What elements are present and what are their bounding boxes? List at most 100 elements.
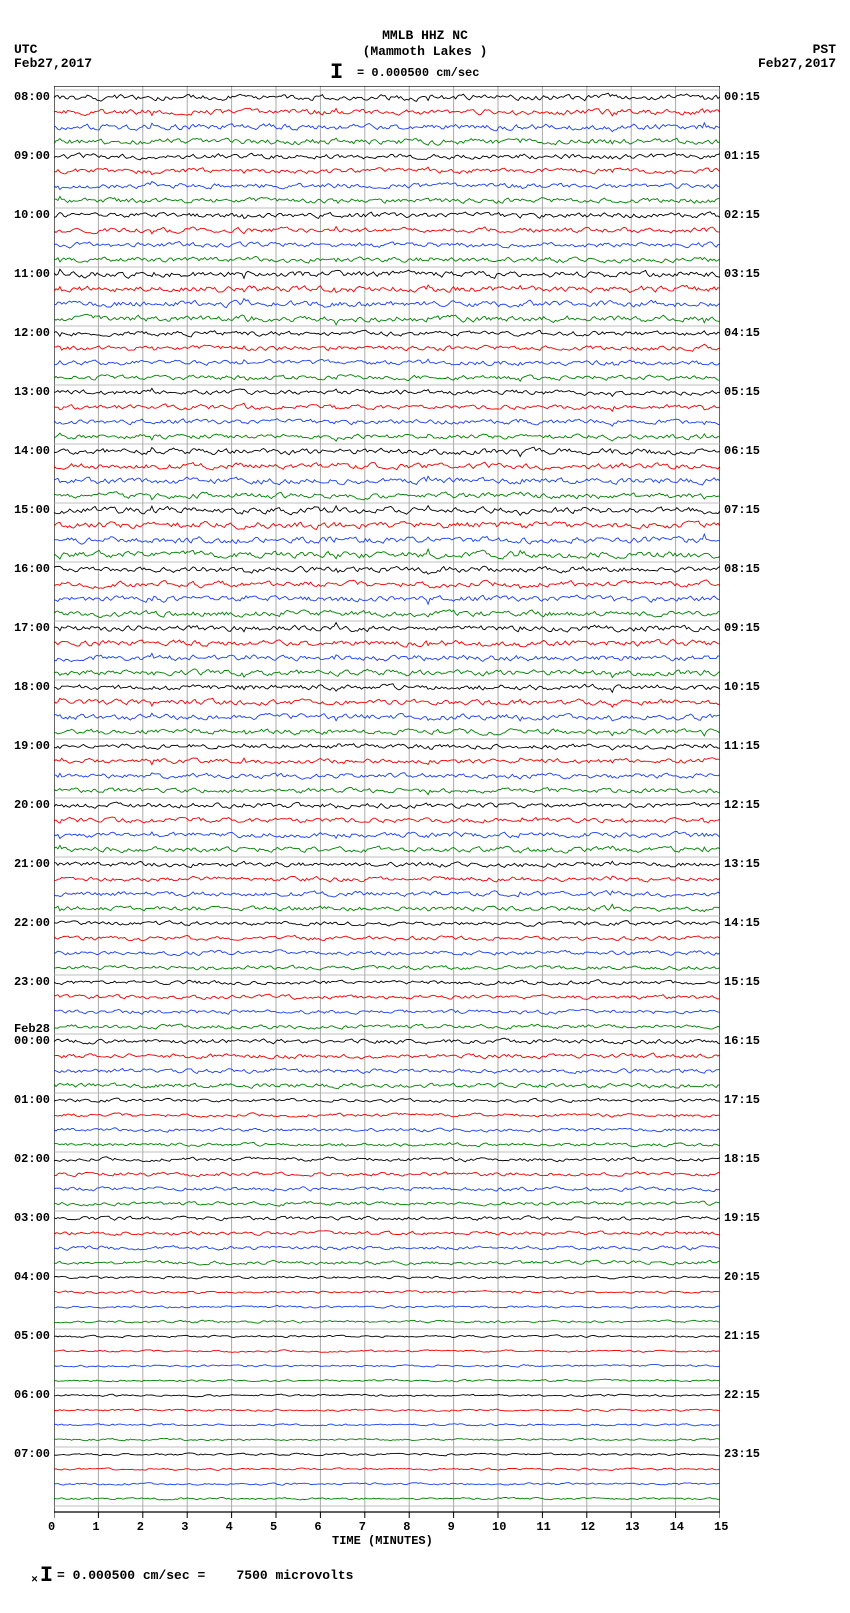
trace (54, 623, 720, 632)
left-hour-label: 04:00 (14, 1271, 50, 1283)
footer-scale-text: = 0.000500 cm/sec = 7500 microvolts (57, 1568, 353, 1583)
header-right-date: Feb27,2017 (758, 56, 836, 71)
trace (54, 285, 720, 293)
trace (54, 1260, 720, 1265)
trace (54, 1068, 720, 1073)
trace (54, 476, 720, 485)
trace (54, 817, 720, 823)
x-tick-label: 2 (137, 1520, 144, 1534)
trace (54, 123, 720, 132)
left-hour-label: 23:00 (14, 976, 50, 988)
trace (54, 492, 720, 500)
left-hour-label: 20:00 (14, 799, 50, 811)
x-tick-label: 0 (48, 1520, 55, 1534)
trace (54, 419, 720, 426)
x-tick-label: 6 (314, 1520, 321, 1534)
header-right-tz: PST (813, 42, 836, 57)
trace (54, 904, 720, 911)
trace (54, 1424, 720, 1426)
trace (54, 196, 720, 203)
left-hour-label: 11:00 (14, 268, 50, 280)
right-hour-label: 17:15 (724, 1094, 760, 1106)
trace (54, 965, 720, 970)
trace (54, 802, 720, 809)
left-hour-label: 01:00 (14, 1094, 50, 1106)
left-hour-text: 00:00 (14, 1035, 50, 1047)
left-hour-label: 10:00 (14, 209, 50, 221)
footer-scale-bar: I (40, 1563, 53, 1588)
left-hour-label: 18:00 (14, 681, 50, 693)
trace (54, 669, 720, 678)
right-hour-label: 10:15 (724, 681, 760, 693)
x-tick-label: 8 (403, 1520, 410, 1534)
right-hour-label: 00:15 (724, 91, 760, 103)
trace (54, 994, 720, 999)
trace (54, 713, 720, 721)
trace (54, 388, 720, 396)
right-hour-label: 14:15 (724, 917, 760, 929)
header-left-tz: UTC (14, 42, 37, 57)
right-hour-label: 02:15 (724, 209, 760, 221)
right-hour-label: 21:15 (724, 1330, 760, 1342)
x-tick-label: 15 (714, 1520, 728, 1534)
left-hour-label: 17:00 (14, 622, 50, 634)
x-tick-label: 9 (448, 1520, 455, 1534)
trace (54, 595, 720, 604)
trace (54, 831, 720, 838)
trace (54, 375, 720, 382)
right-hour-label: 07:15 (724, 504, 760, 516)
scale-bar-glyph: I (330, 60, 343, 85)
trace (54, 980, 720, 985)
right-hour-label: 05:15 (724, 386, 760, 398)
x-tick-label: 11 (536, 1520, 550, 1534)
trace (54, 1216, 720, 1221)
trace (54, 521, 720, 529)
x-axis-title: TIME (MINUTES) (332, 1534, 433, 1548)
trace (54, 1394, 720, 1397)
left-hour-label: 03:00 (14, 1212, 50, 1224)
right-hour-label: 06:15 (724, 445, 760, 457)
trace (54, 1320, 720, 1323)
x-tick-label: 7 (359, 1520, 366, 1534)
right-hour-label: 03:15 (724, 268, 760, 280)
trace (54, 1157, 720, 1162)
left-hour-label: 07:00 (14, 1448, 50, 1460)
x-tick-label: 4 (226, 1520, 233, 1534)
trace (54, 447, 720, 456)
trace (54, 1350, 720, 1353)
trace (54, 1497, 720, 1500)
trace (54, 108, 720, 116)
trace (54, 1128, 720, 1132)
left-hour-label: 22:00 (14, 917, 50, 929)
trace (54, 684, 720, 693)
trace (54, 921, 720, 927)
trace (54, 1142, 720, 1146)
right-hour-label: 13:15 (724, 858, 760, 870)
trace (54, 891, 720, 897)
trace (54, 167, 720, 174)
trace (54, 787, 720, 794)
right-hour-label: 11:15 (724, 740, 760, 752)
trace (54, 242, 720, 249)
x-tick-label: 5 (270, 1520, 277, 1534)
footer-scale: ×I= 0.000500 cm/sec = 7500 microvolts (0, 1548, 353, 1603)
trace (54, 1483, 720, 1486)
right-hour-label: 12:15 (724, 799, 760, 811)
right-hour-label: 15:15 (724, 976, 760, 988)
trace (54, 1172, 720, 1177)
trace (54, 227, 720, 234)
trace (54, 566, 720, 574)
left-hour-label: Feb2800:00 (14, 1023, 50, 1047)
scale-bar: I = 0.000500 cm/sec (330, 60, 479, 85)
header-left-date: Feb27,2017 (14, 56, 92, 71)
trace (54, 1201, 720, 1206)
trace (54, 534, 720, 544)
trace (54, 1305, 720, 1308)
trace (54, 344, 720, 351)
left-hour-label: 15:00 (14, 504, 50, 516)
right-hour-label: 20:15 (724, 1271, 760, 1283)
trace (54, 330, 720, 337)
right-hour-label: 04:15 (724, 327, 760, 339)
scale-legend-text: = 0.000500 cm/sec (357, 66, 479, 80)
trace (54, 935, 720, 940)
